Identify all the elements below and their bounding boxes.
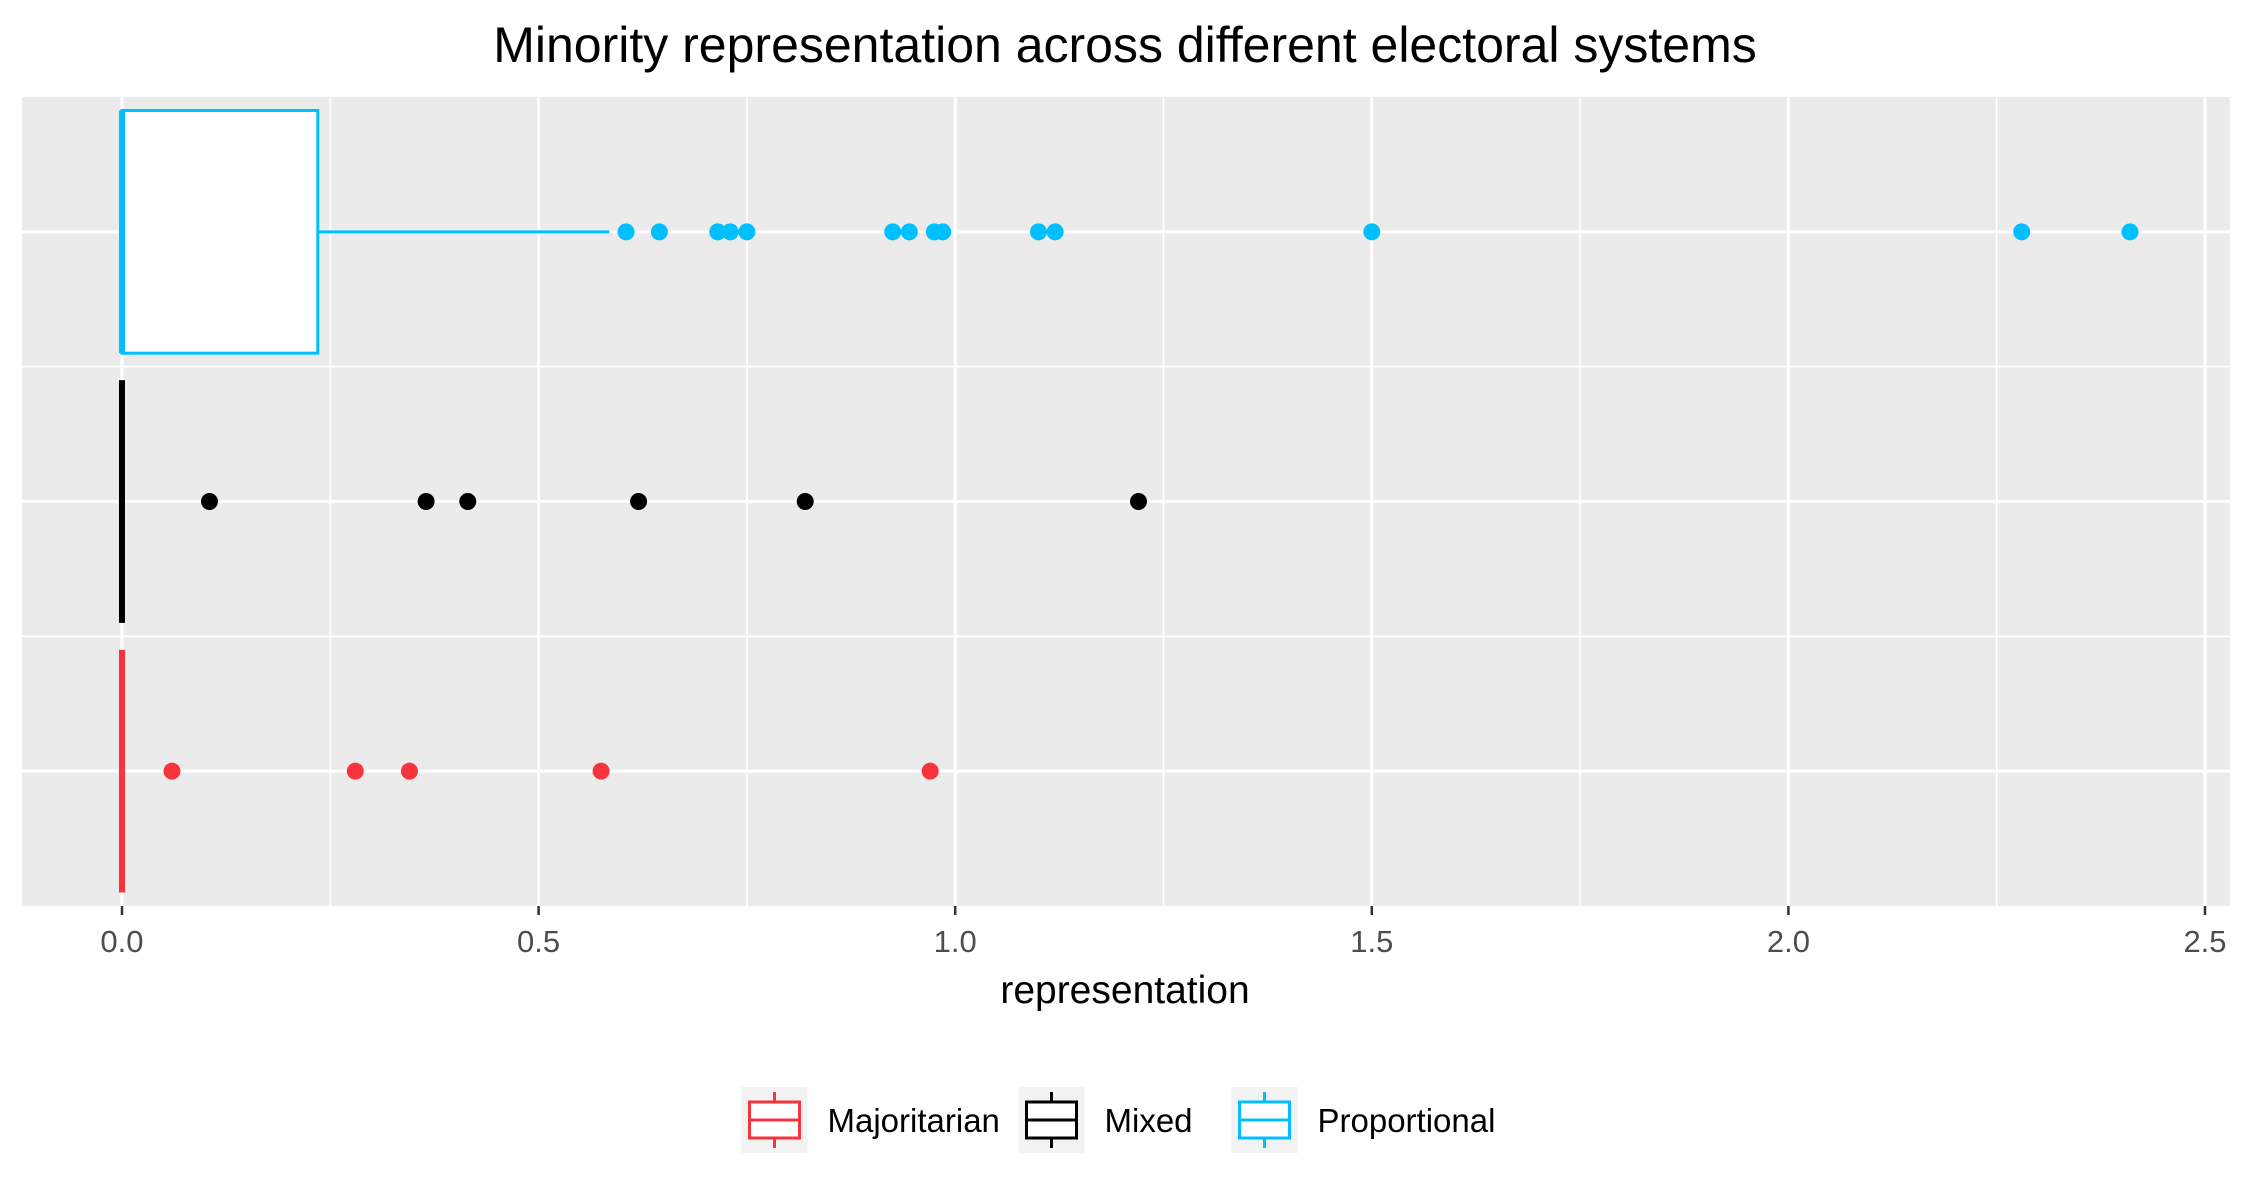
boxes xyxy=(118,108,610,893)
outlier-point-proportional xyxy=(2013,223,2031,241)
outlier-point-majoritarian xyxy=(400,762,418,780)
outlier-point-proportional xyxy=(1363,223,1381,241)
outlier-point-proportional xyxy=(900,223,918,241)
outlier-point-proportional xyxy=(934,223,952,241)
outlier-point-mixed xyxy=(1129,493,1147,510)
outlier-point-proportional xyxy=(738,223,756,241)
legend-item-proportional: Proportional xyxy=(1231,1087,1496,1153)
outlier-point-proportional xyxy=(721,223,739,241)
x-tick-label: 0.5 xyxy=(517,924,560,959)
outlier-point-mixed xyxy=(459,493,477,510)
legend-item-mixed: Mixed xyxy=(1018,1087,1193,1153)
legend-label-majoritarian: Majoritarian xyxy=(828,1102,1000,1139)
x-axis: 0.0 0.5 1.0 1.5 2.0 2.5 xyxy=(100,906,2227,959)
legend-label-mixed: Mixed xyxy=(1105,1102,1193,1139)
x-tick-label: 1.0 xyxy=(934,924,977,959)
outlier-point-majoritarian xyxy=(163,762,181,780)
chart-title: Minority representation across different… xyxy=(493,17,1757,73)
legend-item-majoritarian: Majoritarian xyxy=(741,1087,1000,1153)
legend: Majoritarian Mixed Proportional xyxy=(741,1087,1496,1153)
outlier-point-proportional xyxy=(1030,223,1048,241)
box-proportional xyxy=(118,108,610,355)
outlier-point-majoritarian xyxy=(346,762,364,780)
outlier-point-majoritarian xyxy=(592,762,610,780)
x-tick-label: 2.0 xyxy=(1767,924,1810,959)
outlier-point-mixed xyxy=(200,493,218,510)
x-tick-label: 2.5 xyxy=(2183,924,2226,959)
outlier-point-proportional xyxy=(2121,223,2139,241)
outlier-points xyxy=(163,223,2139,780)
box-body-proportional xyxy=(120,108,320,355)
x-axis-title: representation xyxy=(1000,969,1249,1012)
outlier-point-proportional xyxy=(1046,223,1064,241)
outlier-point-majoritarian xyxy=(921,762,939,780)
outlier-point-mixed xyxy=(417,493,435,510)
outlier-point-mixed xyxy=(796,493,814,510)
x-tick-label: 1.5 xyxy=(1350,924,1393,959)
outlier-point-proportional xyxy=(884,223,902,241)
legend-label-proportional: Proportional xyxy=(1318,1102,1496,1139)
outlier-point-proportional xyxy=(650,223,668,241)
outlier-point-proportional xyxy=(709,223,727,241)
outlier-point-proportional xyxy=(617,223,635,241)
x-tick-label: 0.0 xyxy=(100,924,143,959)
outlier-point-mixed xyxy=(630,493,648,510)
